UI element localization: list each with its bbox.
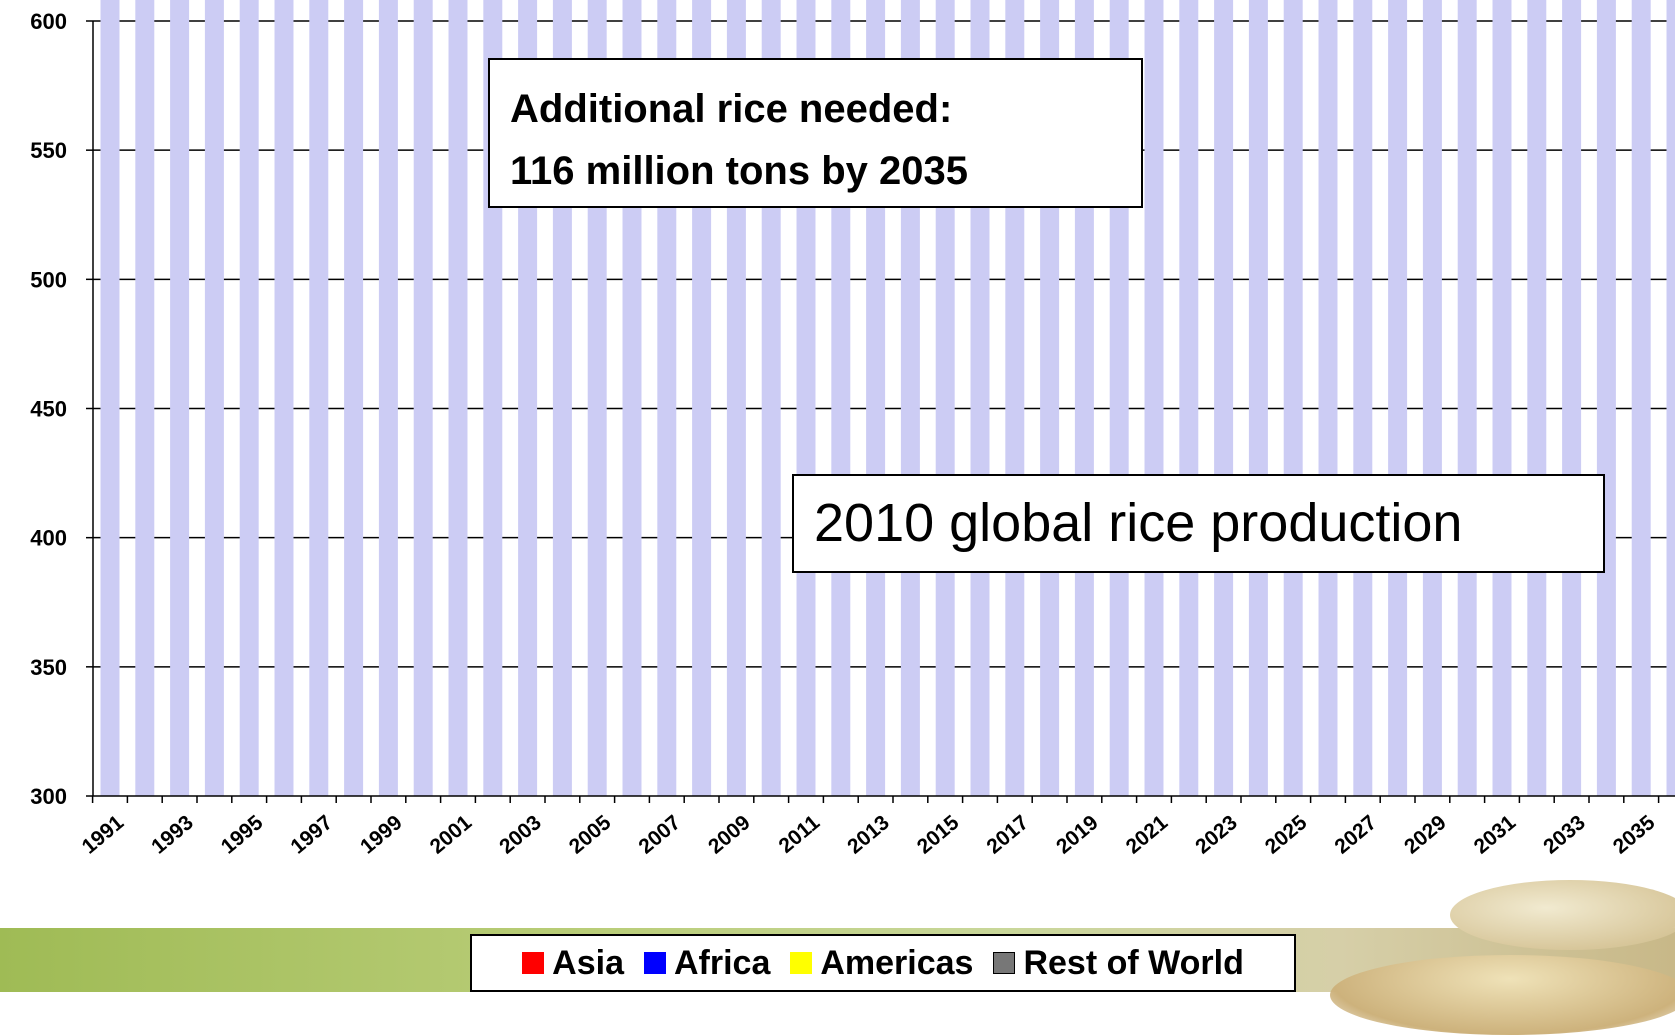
bar-segment xyxy=(1667,0,1675,796)
legend-item-asia: Asia xyxy=(522,944,624,983)
y-tick-label: 450 xyxy=(30,397,67,422)
legend-label: Asia xyxy=(552,944,624,983)
x-tick-label: 2027 xyxy=(1330,811,1381,859)
x-tick-label: 2023 xyxy=(1191,811,1242,859)
bar-segment xyxy=(1527,0,1546,796)
bar-segment xyxy=(275,0,294,796)
bar-segment xyxy=(344,0,363,796)
y-tick-label: 550 xyxy=(30,138,67,163)
x-tick-label: 2025 xyxy=(1261,811,1312,859)
bar-segment xyxy=(1423,0,1442,796)
bar-segment xyxy=(135,0,154,796)
x-tick-label: 1999 xyxy=(356,811,407,859)
x-tick-label: 2007 xyxy=(634,811,685,859)
legend-item-americas: Americas xyxy=(790,944,973,983)
bar-segment xyxy=(1284,0,1303,796)
x-tick-label: 2001 xyxy=(426,811,477,859)
legend-label: Rest of World xyxy=(1023,944,1243,983)
y-tick-label: 300 xyxy=(30,784,67,809)
x-tick-label: 2031 xyxy=(1470,811,1521,859)
legend-label: Americas xyxy=(820,944,973,983)
bar-segment xyxy=(1179,0,1198,796)
x-tick-label: 1993 xyxy=(147,811,198,859)
bar-segment xyxy=(1562,0,1581,796)
x-tick-label: 2013 xyxy=(843,811,894,859)
bar-segment xyxy=(1353,0,1372,796)
bar-segment xyxy=(1319,0,1338,796)
x-tick-label: 2005 xyxy=(565,811,616,859)
bar-segment xyxy=(1632,0,1651,796)
y-tick-label: 350 xyxy=(30,655,67,680)
x-tick-label: 2003 xyxy=(495,811,546,859)
bar-segment xyxy=(101,0,120,796)
bar-segment xyxy=(309,0,328,796)
bar-segment xyxy=(1214,0,1233,796)
legend-swatch-americas xyxy=(790,952,812,974)
bar-segment xyxy=(379,0,398,796)
legend-swatch-asia xyxy=(522,952,544,974)
annotation-line: 116 million tons by 2035 xyxy=(510,140,1121,202)
bar-segment xyxy=(1145,0,1164,796)
x-tick-label: 2009 xyxy=(704,811,755,859)
y-tick-label: 400 xyxy=(30,526,67,551)
x-tick-label: 1995 xyxy=(217,811,268,859)
bar-segment xyxy=(240,0,259,796)
x-tick-label: 1997 xyxy=(286,811,337,859)
x-tick-label: 2033 xyxy=(1539,811,1590,859)
bar-segment xyxy=(449,0,468,796)
legend-swatch-africa xyxy=(644,952,666,974)
x-tick-label: 2017 xyxy=(982,811,1033,859)
legend-swatch-rest-of-world xyxy=(993,952,1015,974)
bar-segment xyxy=(414,0,433,796)
bar-segment xyxy=(205,0,224,796)
x-tick-labels: 1991 1993 1995 1997 1999 2001 2003 2005 2007 2009… xyxy=(78,811,1660,859)
legend: Asia Africa Americas Rest of World xyxy=(470,934,1296,992)
rice-grain-decoration xyxy=(1330,955,1675,1035)
x-tick-label: 2021 xyxy=(1122,811,1173,859)
annotation-line: Additional rice needed: xyxy=(510,78,1121,140)
bar-segment xyxy=(170,0,189,796)
x-tick-label: 2019 xyxy=(1052,811,1103,859)
bar-segment xyxy=(1458,0,1477,796)
bar-segment xyxy=(1388,0,1407,796)
x-tick-label: 2035 xyxy=(1609,811,1660,859)
annotation-line: 2010 global rice production xyxy=(814,490,1583,556)
x-tick-label: 1991 xyxy=(78,811,129,859)
bar-segment xyxy=(1493,0,1512,796)
legend-item-rest-of-world: Rest of World xyxy=(993,944,1243,983)
x-tick-label: 2011 xyxy=(775,811,825,858)
x-tick-label: 2029 xyxy=(1400,811,1451,859)
y-tick-label: 500 xyxy=(30,267,67,292)
x-tick-label: 2015 xyxy=(913,811,964,859)
legend-item-africa: Africa xyxy=(644,944,770,983)
y-tick-label: 600 xyxy=(30,9,67,34)
bar-segment xyxy=(1249,0,1268,796)
annotation-additional-rice: Additional rice needed: 116 million tons… xyxy=(488,58,1143,208)
bar-segment xyxy=(1597,0,1616,796)
annotation-2010-production: 2010 global rice production xyxy=(792,474,1605,573)
legend-label: Africa xyxy=(674,944,770,983)
y-tick-labels: 300 350 400 450 500 550 600 xyxy=(30,9,67,809)
